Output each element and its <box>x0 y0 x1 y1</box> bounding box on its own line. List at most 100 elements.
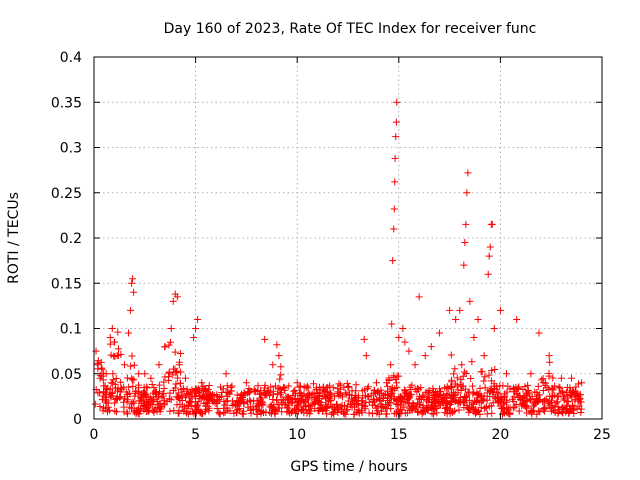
data-point-cloud <box>467 375 475 383</box>
x-tick-label: 5 <box>191 427 200 443</box>
data-point-cloud <box>205 381 213 389</box>
data-point-cloud <box>486 393 494 401</box>
data-point-cloud <box>239 410 247 418</box>
data-point <box>393 98 401 106</box>
data-point-cloud <box>518 402 526 410</box>
data-point-cloud <box>175 389 183 397</box>
data-point <box>502 370 510 378</box>
data-point <box>462 220 470 228</box>
data-point-cloud <box>447 397 455 405</box>
data-point-cloud <box>185 398 193 406</box>
data-point-cloud <box>101 397 109 405</box>
data-point-cloud <box>293 405 301 413</box>
data-point <box>392 133 400 141</box>
data-point <box>108 325 116 332</box>
data-point <box>411 361 419 369</box>
data-point-cloud <box>171 348 179 356</box>
y-tick-label: 0.1 <box>60 322 82 338</box>
data-point-cloud <box>480 377 488 385</box>
data-point-cloud <box>156 399 164 407</box>
data-point-cloud <box>303 382 311 390</box>
data-point <box>269 361 277 369</box>
data-point-cloud <box>274 400 282 408</box>
data-point <box>190 334 198 342</box>
data-point-cloud <box>343 379 351 387</box>
data-point-cloud <box>568 401 576 409</box>
data-point <box>415 293 423 301</box>
y-tick-label: 0.4 <box>60 50 82 66</box>
data-point-cloud <box>379 403 387 411</box>
data-point-cloud <box>461 393 469 401</box>
data-point-cloud <box>140 402 148 410</box>
data-point-cloud <box>433 409 441 417</box>
data-point-cloud <box>523 404 531 412</box>
data-point-cloud <box>217 383 225 391</box>
data-point-cloud <box>417 384 425 392</box>
data-point-cloud <box>455 406 463 414</box>
data-point <box>484 270 492 278</box>
data-point <box>275 352 283 360</box>
data-point-cloud <box>391 385 399 393</box>
data-point-cloud <box>174 393 182 401</box>
data-point <box>490 325 498 332</box>
data-point-cloud <box>106 340 114 348</box>
data-point-cloud <box>424 393 432 401</box>
data-point-cloud <box>548 384 556 392</box>
data-point-cloud <box>350 410 358 418</box>
data-point-cloud <box>287 394 295 402</box>
data-point-cloud <box>555 383 563 391</box>
data-point-cloud <box>166 338 174 346</box>
data-point-cloud <box>488 409 496 417</box>
data-point-cloud <box>500 399 508 407</box>
data-point-cloud <box>503 404 511 412</box>
data-point-cloud <box>255 400 263 408</box>
data-point-cloud <box>210 391 218 399</box>
data-point <box>129 275 137 283</box>
data-point <box>175 361 183 369</box>
data-point-cloud <box>330 410 338 418</box>
data-point-cloud <box>312 384 320 392</box>
data-point-cloud <box>322 407 330 415</box>
data-point-cloud <box>277 371 285 379</box>
data-point-cloud <box>539 386 547 394</box>
data-point-cloud <box>135 397 143 405</box>
data-point-cloud <box>454 389 462 397</box>
data-point <box>496 306 504 314</box>
data-point-cloud <box>252 405 260 413</box>
data-point-cloud <box>496 382 504 390</box>
data-point-cloud <box>191 385 199 393</box>
data-point-cloud <box>466 397 474 405</box>
data-point-cloud <box>100 404 108 412</box>
data-point-cloud <box>201 393 209 401</box>
data-point-cloud <box>293 399 301 407</box>
data-point-cloud <box>327 389 335 397</box>
data-point-cloud <box>107 393 115 401</box>
data-point <box>435 329 443 337</box>
data-point-cloud <box>320 392 328 400</box>
data-point-cloud <box>458 361 466 369</box>
data-point-cloud <box>382 410 390 418</box>
data-point-cloud <box>239 391 247 399</box>
data-point-cloud <box>165 395 173 403</box>
data-point-cloud <box>291 386 299 394</box>
data-point-cloud <box>108 388 116 396</box>
data-point-cloud <box>91 400 99 408</box>
data-point-cloud <box>265 391 273 399</box>
data-point-cloud <box>135 381 143 389</box>
data-point-cloud <box>398 394 406 402</box>
data-point-cloud <box>273 396 281 404</box>
data-point-cloud <box>140 387 148 395</box>
y-tick-label: 0.2 <box>60 231 82 247</box>
data-point-cloud <box>566 384 574 392</box>
data-point-cloud <box>175 407 183 415</box>
data-point-cloud <box>128 376 136 384</box>
data-point-cloud <box>477 403 485 411</box>
data-point-cloud <box>98 364 106 372</box>
data-point-cloud <box>488 367 496 375</box>
y-tick-label: 0.35 <box>51 95 82 111</box>
data-point-cloud <box>109 370 117 378</box>
data-points <box>92 98 586 391</box>
data-point-cloud <box>383 405 391 413</box>
data-point-cloud <box>149 400 157 408</box>
